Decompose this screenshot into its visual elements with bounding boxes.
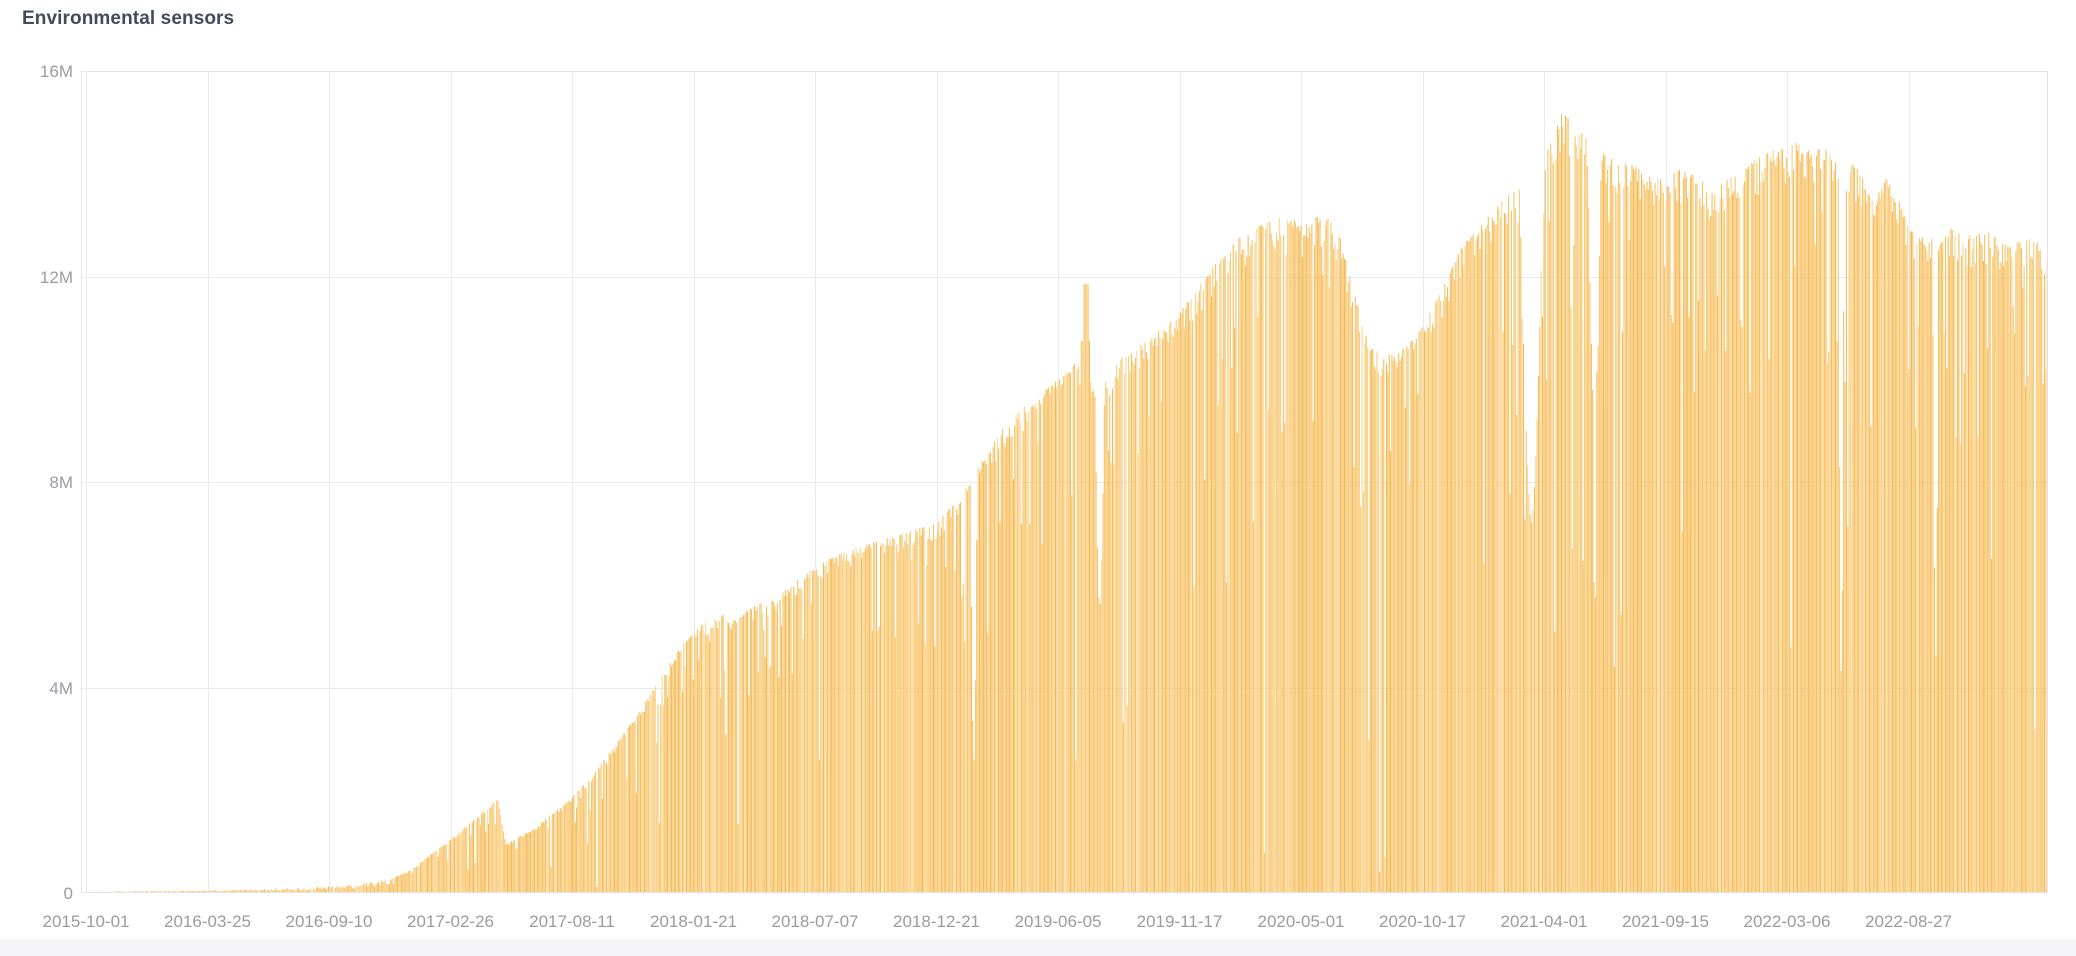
x-tick-label: 2018-01-21 (650, 912, 737, 931)
plot-border (81, 71, 2048, 893)
y-tick-label: 12M (39, 267, 73, 287)
chart-title: Environmental sensors (22, 8, 235, 29)
x-tick-label: 2020-10-17 (1379, 912, 1466, 931)
x-tick-label: 2018-12-21 (893, 912, 980, 931)
x-tick-label: 2016-03-25 (164, 912, 251, 931)
x-tick-label: 2020-05-01 (1257, 912, 1345, 931)
x-tick-label: 2022-08-27 (1865, 912, 1952, 931)
x-tick-label: 2015-10-01 (42, 912, 130, 931)
y-tick-label: 16M (39, 62, 73, 81)
plot-area[interactable] (81, 71, 2048, 893)
y-tick-label: 4M (49, 678, 73, 698)
x-tick-label: 2017-02-26 (407, 912, 494, 931)
x-tick-label: 2016-09-10 (285, 912, 373, 931)
bar-series (81, 113, 2048, 893)
footer-strip (0, 939, 2076, 956)
x-tick-label: 2019-11-17 (1136, 912, 1223, 931)
x-tick-label: 2022-03-06 (1743, 912, 1831, 931)
x-tick-label: 2021-09-15 (1622, 912, 1709, 931)
x-tick-label: 2021-04-01 (1500, 912, 1588, 931)
y-tick-label: 0 (63, 884, 73, 903)
y-tick-label: 8M (49, 473, 73, 492)
x-tick-label: 2019-06-05 (1014, 912, 1102, 931)
x-tick-label: 2018-07-07 (771, 912, 859, 931)
x-tick-label: 2017-08-11 (529, 912, 615, 931)
